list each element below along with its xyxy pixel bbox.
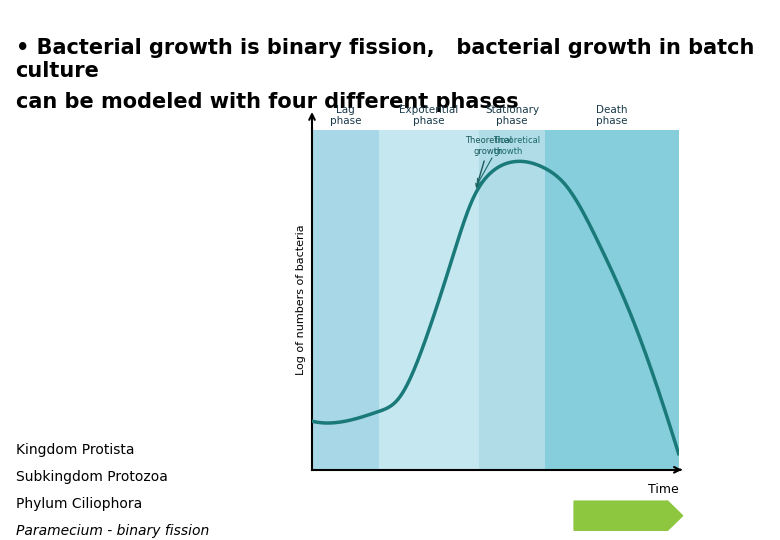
Bar	[312, 130, 378, 470]
Text: Stationary
phase: Stationary phase	[485, 105, 539, 126]
Bar	[545, 130, 679, 470]
Bar	[479, 130, 545, 470]
Text: Theoretical
growth: Theoretical growth	[493, 136, 541, 156]
Text: • Bacterial growth is binary fission,   bacterial growth in batch culture: • Bacterial growth is binary fission, ba…	[16, 38, 754, 81]
Text: Kingdom Protista: Kingdom Protista	[16, 443, 134, 457]
Text: Expotential
phase: Expotential phase	[399, 105, 459, 126]
Text: Subkingdom Protozoa: Subkingdom Protozoa	[16, 470, 168, 484]
Text: Death
phase: Death phase	[596, 105, 628, 126]
Text: Paramecium - binary fission: Paramecium - binary fission	[16, 524, 209, 538]
Text: can be modeled with four different phases: can be modeled with four different phase…	[16, 92, 518, 112]
FancyArrow shape	[574, 501, 682, 530]
Text: Theoretical
growth: Theoretical growth	[465, 136, 512, 187]
Text: Lag
phase: Lag phase	[330, 105, 361, 126]
Bar	[378, 130, 479, 470]
Text: Phylum Ciliophora: Phylum Ciliophora	[16, 497, 142, 511]
Text: Time: Time	[648, 483, 679, 496]
Y-axis label: Log of numbers of bacteria: Log of numbers of bacteria	[296, 225, 307, 375]
